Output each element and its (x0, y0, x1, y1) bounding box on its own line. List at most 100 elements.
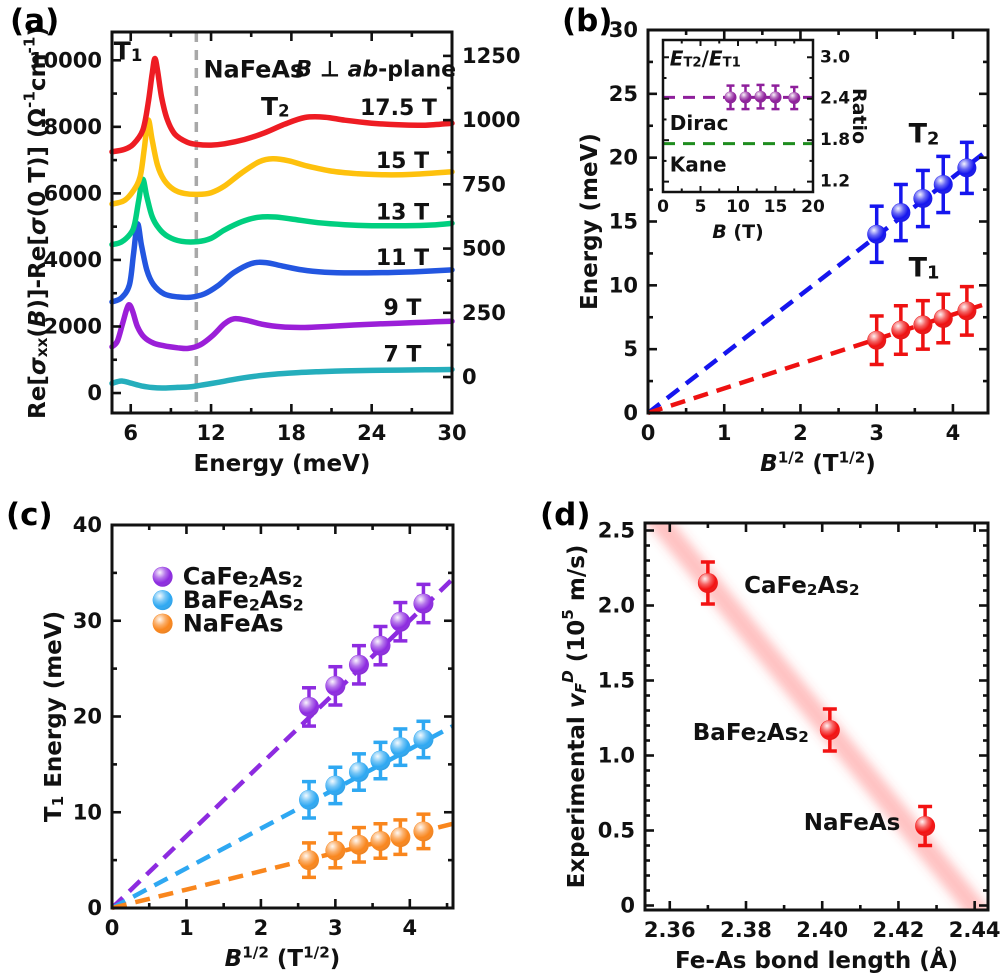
svg-text:12: 12 (196, 421, 225, 445)
svg-text:20: 20 (801, 197, 825, 217)
svg-text:10: 10 (73, 800, 102, 824)
svg-text:Experimental vFD (105 m/s): Experimental vFD (105 m/s) (559, 545, 590, 889)
svg-text:10: 10 (726, 197, 750, 217)
svg-text:0: 0 (641, 421, 656, 445)
svg-text:2: 2 (254, 916, 269, 940)
svg-text:1.8: 1.8 (820, 130, 850, 150)
svg-text:15: 15 (609, 210, 638, 234)
svg-text:2.36: 2.36 (644, 918, 696, 942)
svg-text:ET2/ET1: ET2/ET1 (670, 47, 741, 71)
svg-text:Energy (meV): Energy (meV) (577, 133, 603, 310)
svg-text:Fe-As bond length (Å): Fe-As bond length (Å) (675, 946, 958, 974)
svg-text:3: 3 (869, 421, 884, 445)
curve-11-T (109, 221, 455, 305)
svg-text:20: 20 (73, 705, 102, 729)
svg-text:3: 3 (328, 916, 343, 940)
panel-label-c: (c) (6, 497, 53, 533)
svg-text:3.0: 3.0 (820, 47, 850, 67)
svg-text:4000: 4000 (44, 248, 102, 272)
panel-label-d: (d) (540, 497, 591, 533)
svg-text:1250: 1250 (462, 44, 520, 68)
svg-text:25: 25 (609, 82, 638, 106)
svg-text:11 T: 11 T (376, 245, 429, 270)
svg-text:NaFeAs: NaFeAs (183, 610, 284, 638)
svg-text:Ratio: Ratio (848, 88, 870, 144)
svg-text:4: 4 (946, 421, 961, 445)
svg-text:750: 750 (462, 172, 506, 196)
svg-text:1.0: 1.0 (598, 744, 635, 768)
svg-text:2.40: 2.40 (796, 918, 848, 942)
panel-label-a: (a) (10, 3, 60, 39)
svg-text:0.5: 0.5 (598, 819, 635, 843)
svg-text:2: 2 (793, 421, 808, 445)
svg-text:NaFeAs: NaFeAs (203, 56, 304, 84)
svg-text:Energy (meV): Energy (meV) (194, 451, 371, 477)
svg-text:2.38: 2.38 (720, 918, 772, 942)
curve-15-T (109, 117, 455, 207)
panel-d: CaFe2As2 BaFe2As2 NaFeAs 2.36 2.38 2.40 2.42 2.… (559, 519, 1000, 975)
curve-7-T (109, 366, 455, 391)
svg-text:15 T: 15 T (376, 149, 429, 174)
svg-text:B1/2 (T1/2): B1/2 (T1/2) (225, 943, 341, 972)
series-vF-points (697, 560, 936, 848)
series-CaFe2As2 (299, 582, 434, 728)
svg-text:2.0: 2.0 (598, 594, 635, 618)
series-BaFe2As2 (299, 719, 434, 820)
svg-text:T1 Energy (meV): T1 Energy (meV) (41, 611, 67, 822)
series-NaFeAs (299, 812, 434, 880)
svg-text:17.5 T: 17.5 T (360, 95, 437, 120)
svg-text:0: 0 (620, 894, 635, 918)
svg-text:2.42: 2.42 (873, 918, 925, 942)
svg-text:40: 40 (73, 513, 102, 537)
series-T2 (867, 140, 977, 265)
svg-text:10: 10 (609, 273, 638, 297)
svg-text:B ⊥ ab-plane: B ⊥ ab-plane (295, 57, 456, 82)
svg-text:1.2: 1.2 (820, 172, 850, 192)
svg-text:9 T: 9 T (383, 295, 421, 320)
svg-text:2.5: 2.5 (598, 519, 635, 543)
svg-text:4: 4 (403, 916, 418, 940)
svg-text:Kane: Kane (670, 152, 727, 176)
svg-text:1: 1 (717, 421, 732, 445)
curve-13-T (109, 176, 455, 248)
svg-text:BaFe2As2: BaFe2As2 (693, 720, 809, 746)
svg-text:20: 20 (609, 146, 638, 170)
svg-text:8000: 8000 (44, 115, 102, 139)
svg-text:0: 0 (87, 896, 102, 920)
svg-text:T1: T1 (114, 36, 143, 65)
panel-b: T2 T1 0 1 2 3 4 B1/2 (T1/2) 0 5 10 15 20 25 30 Energy (… (577, 18, 990, 477)
svg-text:2.4: 2.4 (820, 89, 850, 109)
svg-text:500: 500 (462, 237, 506, 261)
svg-text:30: 30 (437, 421, 466, 445)
svg-text:B (T): B (T) (712, 221, 763, 243)
svg-text:Dirac: Dirac (670, 111, 729, 135)
svg-text:6: 6 (123, 421, 138, 445)
svg-text:7 T: 7 T (383, 342, 421, 367)
svg-text:Re[σxx(B)]-Re[σ(0 T)] (Ω-1cm-1: Re[σxx(B)]-Re[σ(0 T)] (Ω-1cm-1) (20, 26, 51, 419)
svg-text:10000: 10000 (29, 48, 102, 72)
svg-text:24: 24 (357, 421, 386, 445)
curve-17.5-T (109, 55, 455, 155)
svg-text:CaFe2As2: CaFe2As2 (183, 563, 303, 591)
curve-9-T (109, 302, 455, 352)
svg-text:18: 18 (277, 421, 306, 445)
svg-text:0: 0 (462, 365, 477, 389)
svg-text:CaFe2As2: CaFe2As2 (744, 573, 859, 599)
series-ET2-ET1-ratio (724, 83, 801, 111)
svg-text:13 T: 13 T (376, 200, 429, 225)
panel-b-inset: ET2/ET1 Dirac Kane 0 5 10 15 20 B (T) 1.2 1.8 2.4 3.… (657, 38, 870, 243)
svg-text:0: 0 (87, 381, 102, 405)
svg-text:1.5: 1.5 (598, 669, 635, 693)
series-T1 (867, 284, 977, 367)
svg-text:30: 30 (73, 609, 102, 633)
svg-text:2.44: 2.44 (949, 918, 1000, 942)
svg-text:1: 1 (179, 916, 194, 940)
svg-text:5: 5 (695, 197, 707, 217)
svg-text:T2: T2 (909, 118, 940, 149)
svg-text:NaFeAs: NaFeAs (804, 810, 901, 836)
svg-text:30: 30 (609, 18, 638, 42)
svg-text:2000: 2000 (44, 314, 102, 338)
